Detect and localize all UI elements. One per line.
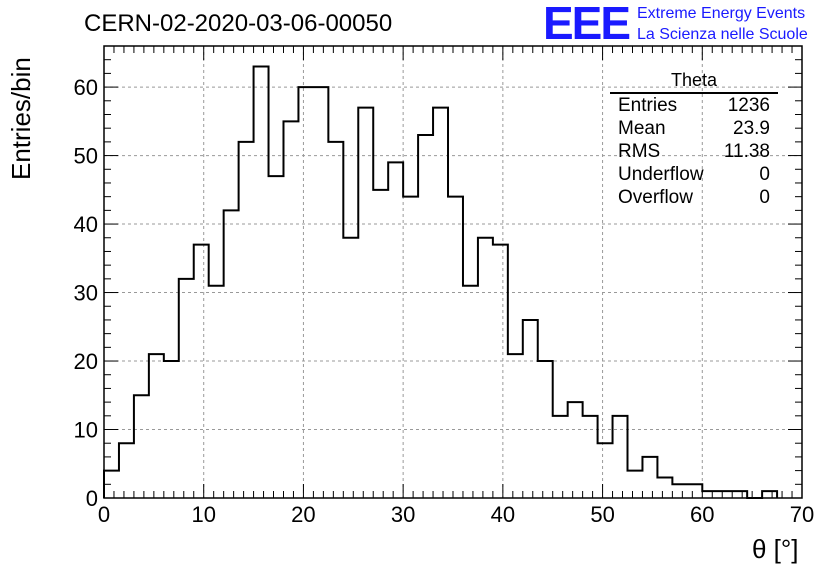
- histogram-bin: [179, 279, 194, 498]
- stats-box: Theta Entries 1236 Mean 23.9 RMS 11.38 U…: [610, 70, 778, 209]
- histogram-bin: [403, 197, 418, 498]
- stats-label: Entries: [618, 95, 678, 116]
- x-tick-label: 10: [191, 502, 215, 527]
- chart-title: CERN-02-2020-03-06-00050: [84, 10, 393, 37]
- x-axis-label: θ [°]: [752, 534, 799, 564]
- stats-value: 11.38: [723, 141, 770, 162]
- histogram-bin: [553, 416, 568, 498]
- histogram-bin: [343, 238, 358, 498]
- histogram-bin: [657, 477, 672, 498]
- histogram-bin: [463, 286, 478, 498]
- y-tick-label: 30: [74, 281, 98, 306]
- histogram-bin: [568, 402, 583, 498]
- histogram-bin: [717, 491, 732, 498]
- histogram-bin: [254, 67, 269, 498]
- y-tick-label: 60: [74, 75, 98, 100]
- stats-value: 1236: [727, 95, 770, 116]
- stats-row-underflow: Underflow 0: [610, 163, 778, 186]
- histogram-bin: [508, 354, 523, 498]
- histogram-bin: [762, 491, 777, 498]
- histogram-bin: [672, 484, 687, 498]
- stats-title: Theta: [610, 70, 778, 94]
- logo-line-2: La Scienza nelle Scuole: [637, 26, 808, 43]
- stats-value: 23.9: [733, 118, 770, 139]
- stats-value: 0: [759, 164, 770, 185]
- x-tick-label: 70: [790, 502, 814, 527]
- y-tick-label: 20: [74, 349, 98, 374]
- x-tick-label: 40: [491, 502, 515, 527]
- histogram-bin: [358, 108, 373, 498]
- x-tick-label: 60: [690, 502, 714, 527]
- logo-line-1: Extreme Energy Events: [637, 5, 806, 22]
- histogram-bin: [328, 142, 343, 498]
- histogram-bin: [628, 471, 643, 498]
- y-axis-label: Entries/bin: [6, 57, 36, 180]
- y-tick-label: 50: [74, 144, 98, 169]
- histogram-bin: [119, 443, 134, 498]
- histogram-bin: [373, 190, 388, 498]
- y-tick-label: 40: [74, 212, 98, 237]
- stats-row-overflow: Overflow 0: [610, 186, 778, 209]
- histogram-bin: [433, 108, 448, 498]
- histogram-bin: [732, 491, 747, 498]
- histogram-bin: [478, 238, 493, 498]
- histogram-bin: [269, 176, 284, 498]
- histogram-bin: [134, 395, 149, 498]
- x-tick-label: 20: [291, 502, 315, 527]
- histogram-bin: [583, 416, 598, 498]
- histogram-bin: [418, 135, 433, 498]
- stats-label: RMS: [618, 141, 661, 162]
- histogram-bin: [598, 443, 613, 498]
- y-tick-label: 10: [74, 418, 98, 443]
- histogram-outline: [103, 65, 779, 499]
- stats-label: Mean: [618, 118, 666, 139]
- histogram-bin: [239, 142, 254, 498]
- stats-row-entries: Entries 1236: [610, 94, 778, 117]
- stats-label: Underflow: [618, 164, 704, 185]
- histogram-bin: [298, 87, 313, 498]
- histogram-bin: [642, 457, 657, 498]
- histogram-bin: [523, 320, 538, 498]
- x-tick-label: 50: [590, 502, 614, 527]
- stats-label: Overflow: [618, 187, 693, 208]
- histogram-bin: [613, 416, 628, 498]
- y-tick-label: 0: [86, 486, 98, 511]
- histogram-bin: [388, 162, 403, 498]
- histogram-bin: [149, 354, 164, 498]
- x-tick-label: 0: [98, 502, 110, 527]
- histogram-bin: [209, 286, 224, 498]
- histogram-bin: [448, 197, 463, 498]
- histogram-bin: [194, 245, 209, 498]
- stats-row-rms: RMS 11.38: [610, 140, 778, 163]
- eee-logo-mark: EEE: [543, 0, 631, 49]
- stats-row-mean: Mean 23.9: [610, 117, 778, 140]
- histogram-bin: [687, 484, 702, 498]
- histogram-bin: [224, 210, 239, 498]
- x-tick-label: 30: [391, 502, 415, 527]
- stats-value: 0: [759, 187, 770, 208]
- histogram-bin: [493, 245, 508, 498]
- histogram-bin: [702, 491, 717, 498]
- histogram-bin: [283, 121, 298, 498]
